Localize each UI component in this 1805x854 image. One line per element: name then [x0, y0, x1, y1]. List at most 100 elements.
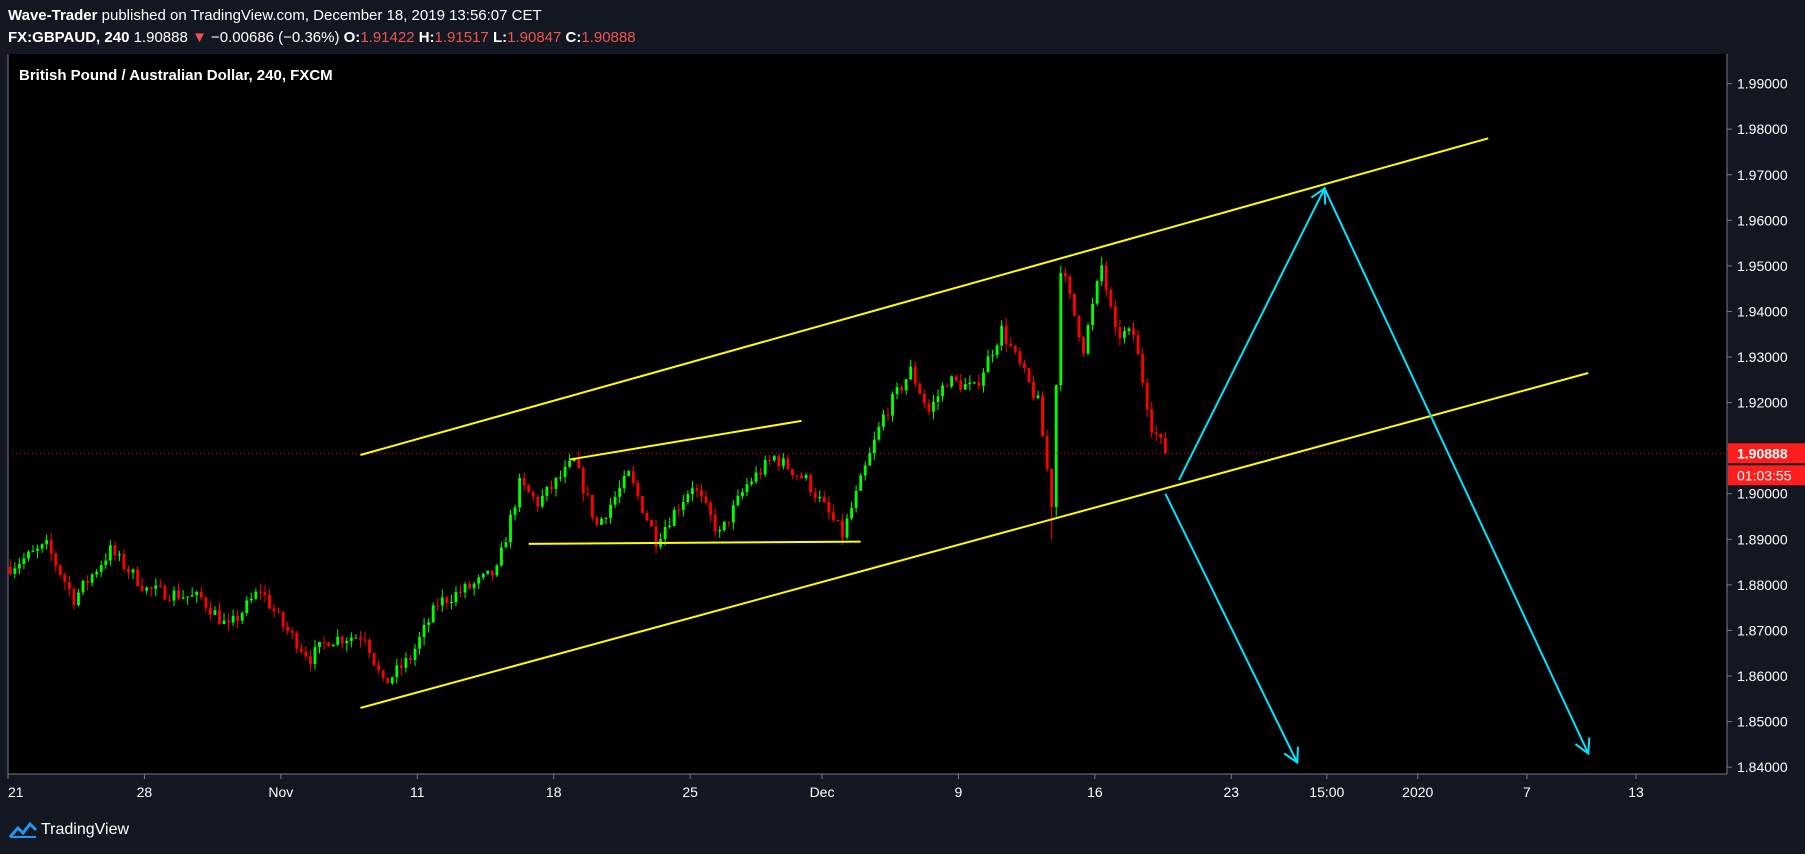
candle-body: [1113, 306, 1117, 328]
candle-body: [254, 591, 258, 599]
symbol-label: FX:GBPAUD, 240: [8, 29, 130, 46]
candle-body: [1045, 436, 1049, 469]
candle-body: [431, 605, 435, 623]
candle-body: [113, 545, 117, 556]
candle-body: [136, 569, 140, 586]
candle-body: [322, 641, 326, 643]
tradingview-brand[interactable]: TradingView: [41, 821, 130, 838]
candle-body: [545, 486, 549, 496]
candle-body: [13, 568, 17, 574]
candle-body: [449, 602, 453, 604]
y-tick-label: 1.99000: [1737, 76, 1788, 92]
y-tick-label: 1.85000: [1737, 714, 1788, 730]
candle-body: [786, 458, 790, 470]
candle-body: [581, 468, 585, 494]
candle-body: [750, 481, 753, 485]
candle-body: [791, 469, 794, 476]
candle-body: [99, 565, 103, 572]
candle-body: [595, 517, 599, 525]
candle-body: [309, 656, 312, 664]
candle-body: [1091, 303, 1095, 326]
candle-body: [504, 542, 508, 548]
candle-body: [650, 520, 653, 527]
candle-body: [218, 610, 221, 624]
candle-body: [618, 488, 622, 497]
candle-body: [863, 465, 867, 476]
candle-body: [772, 456, 776, 461]
candle-body: [1109, 290, 1113, 307]
x-tick-label: 9: [955, 784, 963, 800]
candle-body: [982, 372, 985, 386]
candle-body: [399, 665, 403, 668]
last-price: 1.90888: [133, 29, 188, 46]
candle-body: [627, 471, 631, 476]
candle-body: [290, 630, 294, 633]
y-tick-label: 1.89000: [1737, 531, 1788, 547]
last-price-marker: [1728, 443, 1805, 464]
tradingview-logo-icon[interactable]: [8, 820, 38, 840]
candle-body: [813, 492, 817, 499]
candle-body: [527, 485, 531, 493]
candle-body: [540, 495, 544, 507]
candle-body: [299, 648, 303, 652]
candle-body: [1032, 382, 1035, 399]
candle-body: [932, 401, 935, 412]
candle-body: [72, 588, 76, 605]
candle-body: [913, 366, 917, 384]
candle-body: [741, 492, 744, 497]
candle-body: [986, 356, 990, 373]
candle-body: [104, 560, 108, 566]
candle-body: [177, 590, 180, 599]
candle-body: [709, 502, 713, 515]
publisher-name[interactable]: Wave-Trader: [8, 7, 98, 24]
close-value: 1.90888: [581, 29, 636, 46]
chart-header: Wave-Trader published on TradingView.com…: [0, 0, 1805, 52]
candle-body: [236, 616, 240, 621]
x-tick-label: 28: [137, 784, 153, 800]
candle-body: [263, 592, 267, 595]
candle-body: [991, 355, 994, 357]
candle-body: [481, 573, 485, 578]
candle-body: [831, 512, 835, 520]
candle-body: [822, 496, 826, 503]
candle-body: [268, 594, 271, 609]
candle-body: [222, 620, 226, 624]
y-tick-label: 1.87000: [1737, 622, 1788, 638]
trendline-channel-lower: [360, 372, 1589, 709]
candle-body: [486, 570, 490, 574]
candle-body: [231, 616, 235, 623]
change-arrow-icon: ▼: [192, 29, 207, 46]
candle-body: [536, 496, 540, 507]
candle-body: [882, 414, 885, 427]
projection-arrowhead-icon: [1283, 746, 1299, 765]
candle-body: [572, 458, 576, 462]
candle-body: [868, 452, 872, 466]
open-value: 1.91422: [360, 29, 415, 46]
countdown-label: 01:03:55: [1737, 467, 1792, 483]
candle-body: [359, 637, 362, 640]
candle-body: [172, 590, 176, 601]
candle-body: [95, 571, 99, 575]
candle-body: [1073, 293, 1076, 316]
chart-title: British Pound / Australian Dollar, 240, …: [19, 67, 333, 84]
candle-body: [500, 547, 503, 566]
x-tick-label: 23: [1224, 784, 1240, 800]
candle-body: [631, 471, 635, 483]
candle-body: [459, 592, 462, 594]
candle-body: [1022, 363, 1026, 369]
candle-body: [1100, 265, 1104, 282]
candle-body: [691, 488, 694, 495]
candlestick-chart[interactable]: British Pound / Australian Dollar, 240, …: [0, 52, 1805, 808]
candle-body: [386, 677, 390, 684]
candle-body: [1132, 328, 1135, 336]
low-label: L:: [492, 29, 508, 46]
candle-body: [977, 382, 981, 386]
candle-body: [777, 456, 781, 467]
candle-body: [640, 496, 644, 513]
candle-body: [1159, 433, 1163, 438]
candle-body: [1086, 325, 1090, 354]
candle-body: [163, 585, 167, 600]
y-tick-label: 1.93000: [1737, 349, 1788, 365]
candle-body: [390, 677, 394, 684]
candle-body: [754, 472, 758, 482]
